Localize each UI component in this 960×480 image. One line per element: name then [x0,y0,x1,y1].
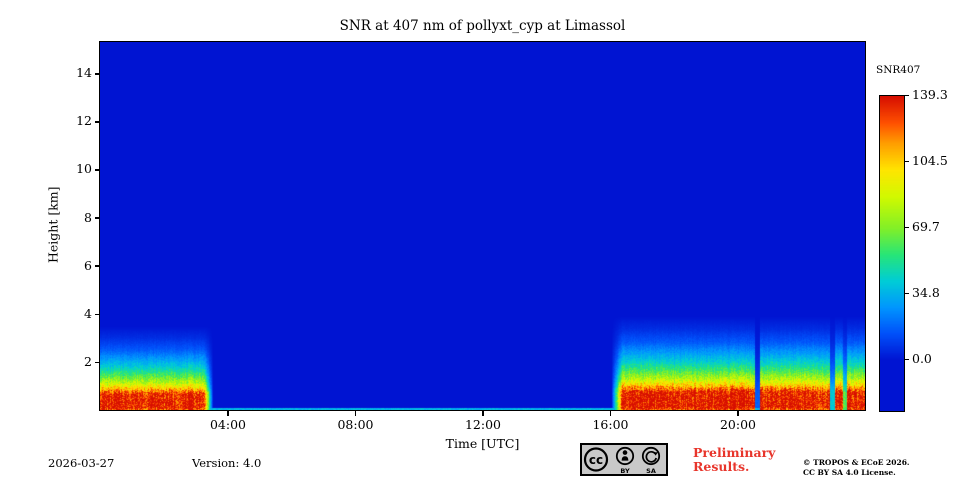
y-tick-label: 14 [76,65,92,81]
y-tick-mark [94,361,100,364]
chart-title: SNR at 407 nm of pollyxt_cyp at Limassol [339,18,626,34]
colorbar-tick-mark [904,94,909,97]
y-tick-mark [94,121,100,123]
y-tick-label: 4 [84,305,92,321]
colorbar-tick-mark [904,160,909,163]
colorbar-tick-label: 139.3 [912,87,948,102]
cc-sa-icon: SA [641,446,661,475]
copyright-line-2: CC BY SA 4.0 License. [803,468,896,478]
cc-by-icon: BY [615,446,635,475]
x-tick-mark [737,410,739,416]
x-tick-label: 08:00 [337,417,374,432]
heatmap-plot-area [99,41,866,411]
y-tick-mark [94,73,100,75]
colorbar [879,95,905,412]
x-axis-label: Time [UTC] [445,436,520,451]
x-tick-mark [609,410,612,416]
y-tick-label: 2 [84,353,92,369]
date-label: 2026-03-27 [48,456,115,470]
colorbar-tick-label: 34.8 [912,285,940,300]
colorbar-label: SNR407 [876,64,921,76]
y-tick-mark [94,313,100,316]
x-tick-mark [354,410,357,416]
colorbar-tick-label: 69.7 [912,219,940,234]
x-tick-label: 20:00 [719,417,757,432]
svg-text:SA: SA [646,467,656,475]
preliminary-results-label: Preliminary Results. [693,445,776,475]
colorbar-canvas [880,96,904,411]
x-tick-mark [227,410,229,416]
colorbar-tick-mark [904,226,909,229]
x-tick-label: 12:00 [464,417,502,432]
cc-icon [583,447,609,472]
y-tick-mark [94,217,100,219]
y-tick-mark [94,265,100,267]
x-tick-label: 04:00 [209,417,247,432]
y-tick-label: 6 [84,257,92,273]
y-tick-label: 12 [76,113,92,129]
colorbar-tick-mark [904,292,909,295]
colorbar-tick-label: 104.5 [912,153,948,168]
y-tick-mark [94,169,100,171]
copyright-label: © TROPOS & ECoE 2026. CC BY SA 4.0 Licen… [803,458,910,478]
heatmap-canvas [100,42,865,410]
colorbar-tick-mark [904,358,909,361]
copyright-line-1: © TROPOS & ECoE 2026. [803,458,910,467]
y-tick-label: 8 [84,209,92,225]
colorbar-tick-label: 0.0 [912,351,932,366]
cc-by-sa-badge: cc BY SA [580,443,668,476]
x-tick-mark [482,410,484,416]
version-label: Version: 4.0 [192,456,262,470]
x-tick-label: 16:00 [592,417,629,432]
cc-icon-text: cc [589,453,603,467]
svg-text:BY: BY [620,467,630,475]
y-tick-label: 10 [76,161,92,177]
